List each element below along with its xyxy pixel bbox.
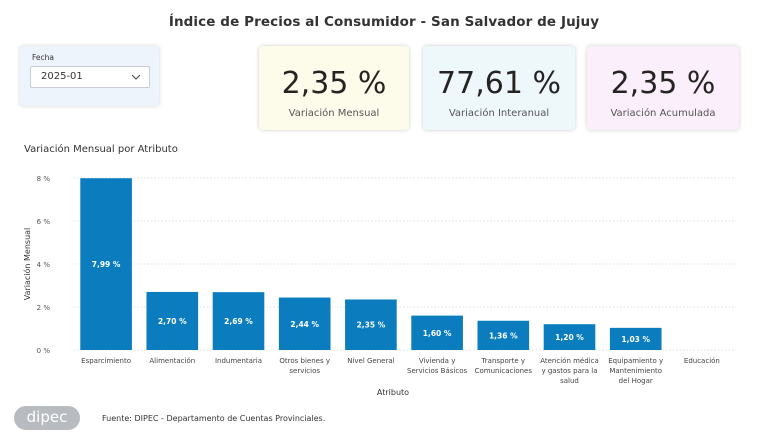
bar-data-label: 2,44 % — [290, 320, 319, 329]
x-tick-label: Atención médica — [540, 357, 599, 365]
y-tick-label: 0 % — [37, 347, 51, 355]
bar — [146, 291, 199, 350]
y-tick-label: 8 % — [37, 175, 51, 183]
y-axis-title: Variación Mensual — [22, 228, 32, 301]
bar-data-label: 1,20 % — [555, 333, 584, 342]
bar — [278, 297, 331, 350]
bar — [543, 324, 596, 350]
x-tick-label: Esparcimiento — [81, 357, 131, 365]
dipec-logo: dipec — [14, 406, 80, 430]
kpi-label: Variación Interanual — [448, 108, 550, 119]
x-tick-label: servicios — [289, 367, 320, 375]
bar-data-label: 1,36 % — [489, 331, 518, 340]
kpi-label: Variación Mensual — [288, 108, 380, 119]
chart-title: Variación Mensual por Atributo — [24, 144, 178, 155]
kpi-label: Variación Acumulada — [610, 108, 716, 119]
bar-data-label: 2,35 % — [357, 321, 386, 330]
y-tick-label: 2 % — [37, 304, 51, 312]
bar-data-label: 2,69 % — [224, 317, 253, 326]
kpi-value: 2,35 % — [281, 66, 387, 101]
page-title: Índice de Precios al Consumidor - San Sa… — [168, 14, 600, 30]
date-dropdown-value: 2025-01 — [41, 71, 83, 82]
kpi-card-variacion-mensual: 2,35 % Variación Mensual — [259, 46, 409, 130]
x-tick-label: Otros bienes y — [279, 357, 330, 365]
bar — [411, 315, 463, 350]
kpi-card-variacion-interanual: 77,61 % Variación Interanual — [423, 46, 575, 130]
y-tick-label: 6 % — [37, 218, 51, 226]
kpi-value: 2,35 % — [610, 66, 716, 101]
bar-data-label: 1,60 % — [423, 329, 452, 338]
date-slicer-label: Fecha — [32, 53, 54, 62]
bar — [80, 178, 132, 350]
bar-data-label: 7,99 % — [92, 260, 121, 269]
bar — [212, 292, 265, 350]
kpi-value: 77,61 % — [437, 66, 561, 101]
dipec-logo-text: dipec — [26, 408, 68, 426]
source-note: Fuente: DIPEC - Departamento de Cuentas … — [102, 414, 326, 423]
x-tick-label: salud — [560, 377, 579, 385]
x-tick-label: y gastos para la — [541, 367, 597, 375]
x-axis-title: Atributo — [377, 388, 409, 397]
y-tick-label: 4 % — [37, 261, 51, 269]
x-tick-label: Indumentaria — [215, 357, 262, 365]
bar-chart: 0 % 2 % 4 % 6 % 8 % Variación Mensual 7,99 % Es… — [22, 175, 736, 397]
x-tick-label: Nivel General — [347, 357, 394, 365]
bar — [345, 299, 397, 350]
x-tick-label: Mantenimiento — [609, 367, 662, 375]
bar-data-label: 2,70 % — [158, 317, 187, 326]
chevron-down-icon[interactable] — [131, 73, 141, 81]
x-tick-label: Transporte y — [481, 357, 526, 365]
date-dropdown[interactable]: 2025-01 — [30, 66, 150, 88]
bar-data-label: 1,03 % — [621, 335, 650, 344]
x-tick-label: Vivienda y — [419, 357, 456, 365]
x-tick-label: del Hogar — [619, 377, 653, 385]
x-tick-label: Alimentación — [149, 357, 195, 365]
x-tick-label: Equipamiento y — [608, 357, 663, 365]
bar — [477, 320, 530, 350]
kpi-card-variacion-acumulada: 2,35 % Variación Acumulada — [587, 46, 739, 130]
date-slicer: Fecha 2025-01 — [20, 46, 159, 106]
x-tick-label: Comunicaciones — [475, 367, 533, 375]
x-tick-label: Educación — [684, 357, 720, 365]
bar — [609, 327, 662, 350]
x-tick-label: Servicios Básicos — [407, 367, 467, 375]
